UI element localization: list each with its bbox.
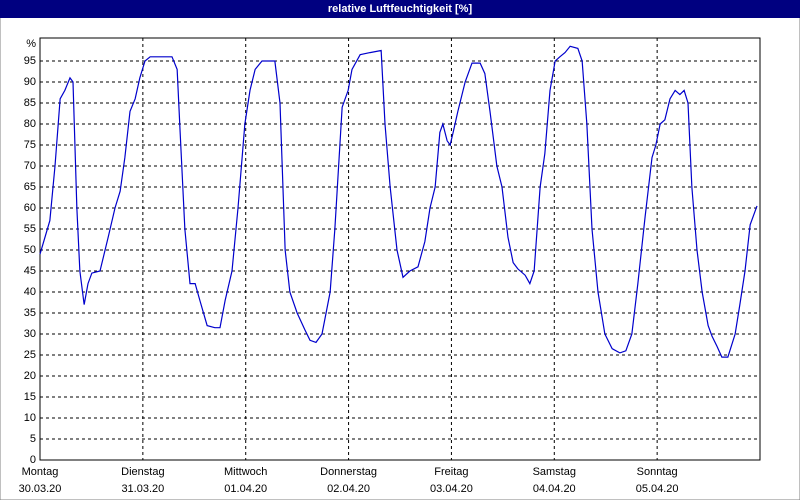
x-tick-date: 04.04.20 (533, 483, 576, 495)
y-tick-label: 0 (30, 454, 36, 466)
x-tick-label: Mittwoch (224, 466, 267, 478)
y-tick-label: 95 (24, 55, 36, 67)
y-tick-label: 20 (24, 370, 36, 382)
y-tick-label: 45 (24, 265, 36, 277)
y-tick-label: 65 (24, 181, 36, 193)
y-tick-label: 5 (30, 433, 36, 445)
x-tick-date: 05.04.20 (636, 483, 679, 495)
y-axis-label: % (26, 38, 36, 50)
y-tick-label: 80 (24, 118, 36, 130)
x-tick-date: 31.03.20 (121, 483, 164, 495)
title-bar (0, 0, 800, 18)
x-tick-label: Samstag (533, 466, 576, 478)
x-tick-date: 02.04.20 (327, 483, 370, 495)
x-tick-label: Donnerstag (320, 466, 377, 478)
x-tick-label: Freitag (434, 466, 468, 478)
y-tick-label: 30 (24, 328, 36, 340)
y-tick-label: 10 (24, 412, 36, 424)
x-tick-label: Dienstag (121, 466, 164, 478)
x-tick-label: Sonntag (637, 466, 678, 478)
y-tick-label: 90 (24, 76, 36, 88)
y-tick-label: 40 (24, 286, 36, 298)
data-line (39, 45, 758, 358)
y-tick-label: 25 (24, 349, 36, 361)
y-tick-label: 15 (24, 391, 36, 403)
y-tick-label: 35 (24, 307, 36, 319)
x-tick-date: 01.04.20 (224, 483, 267, 495)
y-tick-label: 60 (24, 202, 36, 214)
x-tick-date: 03.04.20 (430, 483, 473, 495)
x-tick-label: Montag (22, 466, 59, 478)
y-tick-label: 50 (24, 244, 36, 256)
y-tick-label: 85 (24, 97, 36, 109)
chart-title: relative Luftfeuchtigkeit [%] (328, 3, 473, 15)
y-tick-label: 75 (24, 139, 36, 151)
y-tick-label: 70 (24, 160, 36, 172)
x-tick-date: 30.03.20 (19, 483, 62, 495)
plot-area (39, 37, 761, 461)
y-tick-label: 55 (24, 223, 36, 235)
